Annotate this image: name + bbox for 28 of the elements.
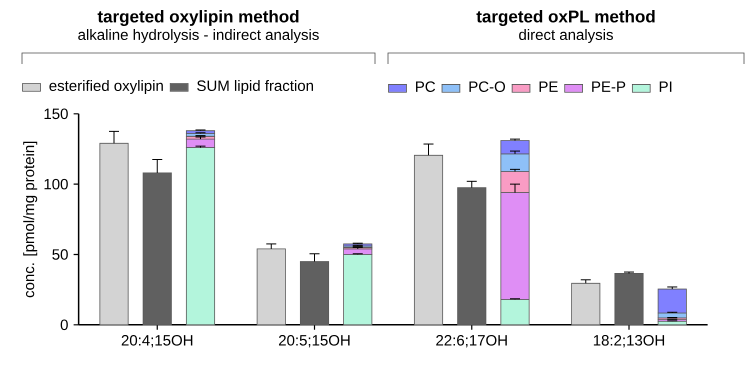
y-tick-label: 0	[60, 319, 68, 330]
legend-label: esterified oxylipin	[49, 80, 163, 94]
legend-label: SUM lipid fraction	[197, 80, 314, 94]
bar	[414, 154, 444, 326]
bar	[614, 273, 644, 326]
y-tick-label: 100	[44, 178, 68, 190]
bar	[457, 187, 486, 326]
bar	[99, 142, 129, 326]
legend-label: PE-P	[592, 82, 626, 92]
legend-label: PC-O	[469, 81, 506, 92]
y-tick-label: 150	[44, 108, 68, 120]
legend-label: PE	[540, 82, 558, 92]
x-tick-label: 22:6;17OH	[436, 335, 507, 348]
bar	[142, 172, 172, 326]
legend-label: PI	[660, 82, 672, 92]
x-tick-label: 18:2;13OH	[594, 335, 664, 348]
x-tick-label: 20:4;15OH	[122, 335, 192, 348]
y-tick-label: 50	[52, 249, 68, 260]
text: alkaline hydrolysis - indirect analysis	[78, 29, 319, 43]
y-axis-title: conc. [pmol/mg protein]	[23, 142, 38, 298]
text: direct analysis	[519, 29, 613, 43]
bar	[256, 248, 286, 326]
legend-label: PC	[416, 81, 436, 92]
bar	[300, 261, 330, 326]
text: targeted oxPL method	[476, 10, 655, 26]
text: targeted oxylipin method	[98, 10, 298, 26]
bar	[571, 282, 600, 326]
x-tick-label: 20:5;15OH	[278, 335, 350, 348]
